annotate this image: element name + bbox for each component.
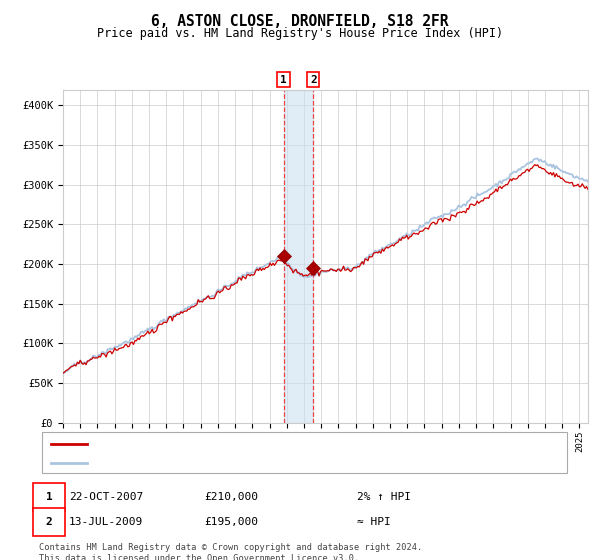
Text: Contains HM Land Registry data © Crown copyright and database right 2024.
This d: Contains HM Land Registry data © Crown c… (39, 543, 422, 560)
Text: 1: 1 (280, 74, 287, 85)
Text: £195,000: £195,000 (204, 517, 258, 527)
Text: 2: 2 (310, 74, 317, 85)
Text: 2% ↑ HPI: 2% ↑ HPI (357, 492, 411, 502)
Text: £210,000: £210,000 (204, 492, 258, 502)
Bar (284, 90, 313, 423)
Text: 13-JUL-2009: 13-JUL-2009 (69, 517, 143, 527)
Text: 6, ASTON CLOSE, DRONFIELD, S18 2FR (detached house): 6, ASTON CLOSE, DRONFIELD, S18 2FR (deta… (93, 439, 412, 449)
Text: 1: 1 (46, 492, 52, 502)
Text: ≈ HPI: ≈ HPI (357, 517, 391, 527)
Text: 22-OCT-2007: 22-OCT-2007 (69, 492, 143, 502)
Text: HPI: Average price, detached house, North East Derbyshire: HPI: Average price, detached house, Nort… (93, 458, 449, 468)
Text: 2: 2 (46, 517, 52, 527)
Text: Price paid vs. HM Land Registry's House Price Index (HPI): Price paid vs. HM Land Registry's House … (97, 27, 503, 40)
Text: 6, ASTON CLOSE, DRONFIELD, S18 2FR: 6, ASTON CLOSE, DRONFIELD, S18 2FR (151, 14, 449, 29)
